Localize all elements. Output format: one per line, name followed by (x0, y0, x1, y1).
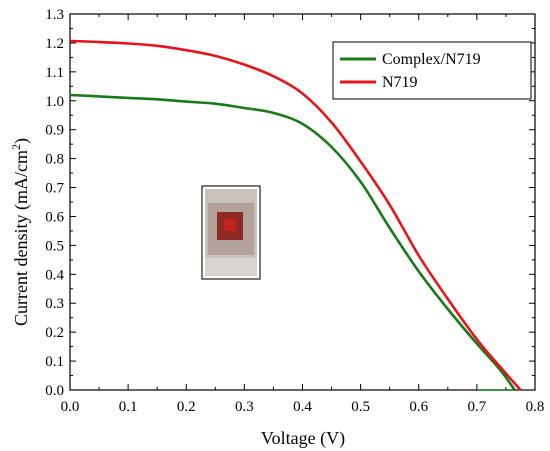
inset-edge (205, 258, 257, 276)
legend: Complex/N719 N719 (332, 41, 532, 100)
series-line-n719 (69, 39, 522, 391)
x-tick-label: 0.0 (61, 399, 80, 415)
y-tick-label: 0.7 (45, 181, 64, 197)
legend-box (332, 41, 532, 100)
y-tick-label: 0.0 (45, 383, 64, 399)
legend-label-complex: Complex/N719 (382, 51, 481, 68)
legend-label-n719: N719 (382, 74, 418, 91)
y-axis-title-suffix: ) (11, 138, 32, 144)
y-axis-title: Current density (mA/cm2) (9, 138, 32, 326)
series-layer (69, 39, 522, 391)
x-tick-label: 0.5 (351, 399, 370, 415)
x-axis-title: Voltage (V) (261, 428, 345, 449)
y-tick-label: 0.9 (45, 123, 64, 139)
x-axis-ticks: 0.0 0.1 0.2 0.3 0.4 0.5 0.6 0.7 0.8 (61, 14, 545, 415)
x-tick-label: 0.8 (526, 399, 545, 415)
x-tick-label: 0.7 (468, 399, 487, 415)
device-photo-inset (201, 185, 261, 280)
x-tick-label: 0.4 (293, 399, 312, 415)
y-axis-ticks: 0.0 0.1 0.2 0.3 0.4 0.5 0.6 0.7 0.8 0.9 1.0 1.1 1.2 1… (45, 7, 535, 399)
y-tick-label: 1.3 (45, 7, 64, 23)
y-tick-label: 0.6 (45, 209, 64, 225)
y-tick-label: 1.1 (45, 65, 64, 81)
x-tick-label: 0.6 (409, 399, 428, 415)
y-tick-label: 0.4 (45, 267, 64, 283)
y-axis-title-superscript: 2 (9, 144, 23, 150)
y-tick-label: 1.2 (45, 36, 64, 52)
y-tick-label: 0.3 (45, 296, 64, 312)
x-tick-label: 0.2 (177, 399, 196, 415)
y-tick-label: 1.0 (45, 94, 64, 110)
y-tick-label: 0.5 (45, 238, 64, 254)
series-line-complex-n719 (69, 93, 516, 391)
y-tick-label: 0.2 (45, 325, 64, 341)
inset-active-area (224, 219, 236, 231)
y-axis-title-main: Current density (mA/cm (11, 150, 32, 326)
y-tick-label: 0.1 (45, 354, 64, 370)
x-tick-label: 0.1 (119, 399, 138, 415)
y-tick-label: 0.8 (45, 152, 64, 168)
x-tick-label: 0.3 (235, 399, 254, 415)
